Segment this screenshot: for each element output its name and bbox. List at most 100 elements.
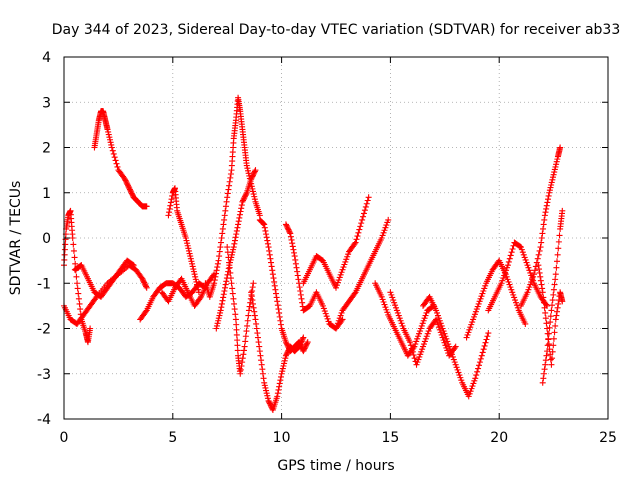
data-point [423, 309, 430, 316]
data-point [550, 291, 557, 298]
series-sat-u [517, 144, 564, 309]
data-point [125, 183, 132, 190]
data-point [414, 335, 421, 342]
data-point [526, 267, 533, 274]
data-point [213, 267, 220, 274]
data-point [304, 340, 311, 347]
data-point [284, 225, 291, 232]
data-point [300, 346, 307, 353]
data-point [233, 321, 240, 328]
data-point [524, 262, 531, 269]
data-point [507, 252, 514, 259]
data-point [380, 298, 387, 305]
data-point [69, 235, 76, 241]
data-point [438, 331, 445, 338]
data-point [259, 220, 266, 227]
data-point [550, 335, 557, 342]
data-point [105, 128, 112, 135]
data-point [262, 227, 269, 234]
series-sat-j [224, 244, 257, 377]
data-point [197, 295, 204, 302]
data-point [238, 362, 245, 369]
data-point [271, 278, 278, 285]
data-point [221, 216, 228, 223]
data-point [263, 387, 270, 394]
data-point [213, 270, 220, 277]
data-point [548, 179, 555, 186]
data-point [549, 174, 556, 181]
data-point [187, 253, 194, 260]
data-point [539, 285, 546, 292]
data-point [547, 356, 554, 363]
data-point [75, 290, 82, 297]
series-sat-k [248, 289, 307, 413]
data-point [300, 348, 307, 355]
data-point [284, 350, 291, 357]
data-point [517, 243, 524, 250]
data-point [536, 247, 543, 254]
data-point [419, 346, 426, 353]
data-point [256, 343, 263, 350]
data-point [107, 136, 114, 143]
data-point [336, 274, 343, 281]
data-point [357, 223, 364, 230]
data-point [241, 194, 248, 201]
data-point [407, 342, 414, 349]
data-point [358, 220, 365, 227]
data-point [232, 234, 239, 241]
data-point [275, 306, 282, 313]
data-point [273, 294, 280, 301]
data-point [466, 390, 473, 397]
data-point [540, 294, 547, 301]
data-point [227, 269, 234, 276]
y-tick-label: -2 [37, 322, 51, 338]
data-point [87, 325, 94, 332]
data-point [413, 338, 420, 345]
data-point [214, 264, 221, 271]
data-point [214, 320, 221, 327]
data-point [480, 288, 487, 295]
data-point [261, 221, 268, 228]
data-point [543, 202, 550, 209]
data-point [551, 169, 558, 176]
data-point [395, 312, 402, 319]
data-point [443, 344, 450, 351]
series-sat-g [158, 271, 218, 309]
data-point [266, 251, 273, 258]
data-point [512, 299, 519, 306]
data-point [282, 339, 289, 346]
data-point [264, 395, 271, 402]
data-point [226, 182, 233, 189]
data-point [543, 352, 550, 359]
data-point [442, 342, 449, 349]
data-point [471, 377, 478, 384]
data-point [540, 225, 547, 232]
data-point [392, 304, 399, 311]
data-point [108, 141, 115, 148]
data-point [222, 281, 229, 288]
data-point [485, 330, 492, 337]
data-point [393, 307, 400, 314]
data-point [240, 196, 247, 203]
data-point [291, 253, 298, 260]
data-point [234, 337, 241, 344]
data-point [230, 246, 237, 253]
data-point [92, 295, 99, 302]
data-point [535, 251, 542, 258]
data-point [233, 227, 240, 234]
data-point [506, 281, 513, 288]
data-point [246, 303, 253, 310]
data-point [467, 388, 474, 395]
data-point [296, 340, 303, 347]
data-point [265, 397, 272, 404]
data-point [229, 285, 236, 292]
data-point [126, 185, 133, 192]
y-tick-label: -1 [37, 276, 51, 292]
data-point [272, 286, 279, 293]
data-point [108, 144, 115, 151]
data-point [512, 297, 519, 304]
data-point [277, 377, 284, 384]
data-point [478, 293, 485, 300]
data-point [231, 306, 238, 313]
data-point [507, 284, 514, 291]
